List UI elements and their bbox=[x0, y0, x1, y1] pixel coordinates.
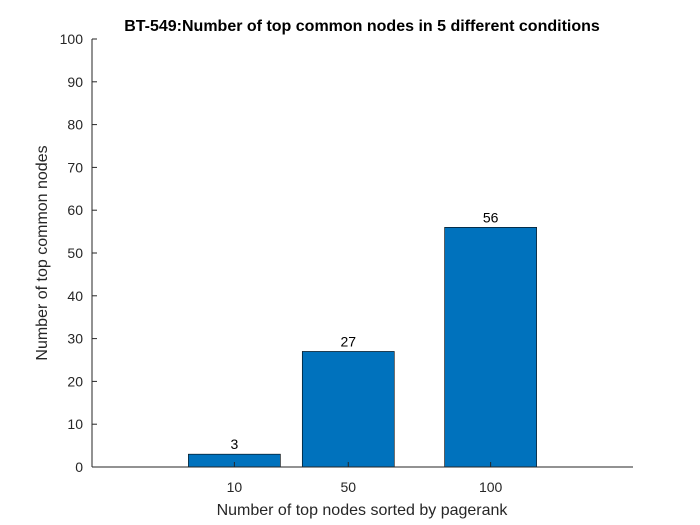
x-ticks-group: 10 50 100 bbox=[227, 462, 503, 495]
y-tick-label: 0 bbox=[75, 459, 83, 475]
y-tick-label: 90 bbox=[67, 74, 83, 90]
bar-100 bbox=[444, 227, 537, 468]
y-tick-label: 50 bbox=[67, 245, 83, 261]
y-tick-label: 60 bbox=[67, 202, 83, 218]
bar-50 bbox=[301, 351, 395, 468]
y-tick-label: 40 bbox=[67, 288, 83, 304]
data-label-50: 27 bbox=[340, 333, 356, 349]
x-tick-label: 50 bbox=[340, 479, 356, 495]
data-labels-group: 3 27 56 bbox=[230, 209, 498, 452]
data-label-10: 3 bbox=[230, 436, 238, 452]
x-tick-label: 100 bbox=[479, 479, 503, 495]
chart-title: BT-549:Number of top common nodes in 5 d… bbox=[124, 18, 600, 35]
y-tick-label: 10 bbox=[67, 416, 83, 432]
x-tick-label: 10 bbox=[227, 479, 243, 495]
x-axis-label: Number of top nodes sorted by pagerank bbox=[217, 502, 509, 519]
y-tick-label: 80 bbox=[67, 117, 83, 133]
y-tick-label: 30 bbox=[67, 331, 83, 347]
y-ticks-group: 0 10 20 30 40 50 60 70 80 90 100 bbox=[60, 31, 97, 475]
y-tick-label: 70 bbox=[67, 159, 83, 175]
bars-group bbox=[188, 227, 537, 468]
data-label-100: 56 bbox=[483, 209, 499, 225]
y-axis-label: Number of top common nodes bbox=[34, 145, 51, 360]
y-tick-label: 100 bbox=[60, 31, 84, 47]
y-tick-label: 20 bbox=[67, 373, 83, 389]
